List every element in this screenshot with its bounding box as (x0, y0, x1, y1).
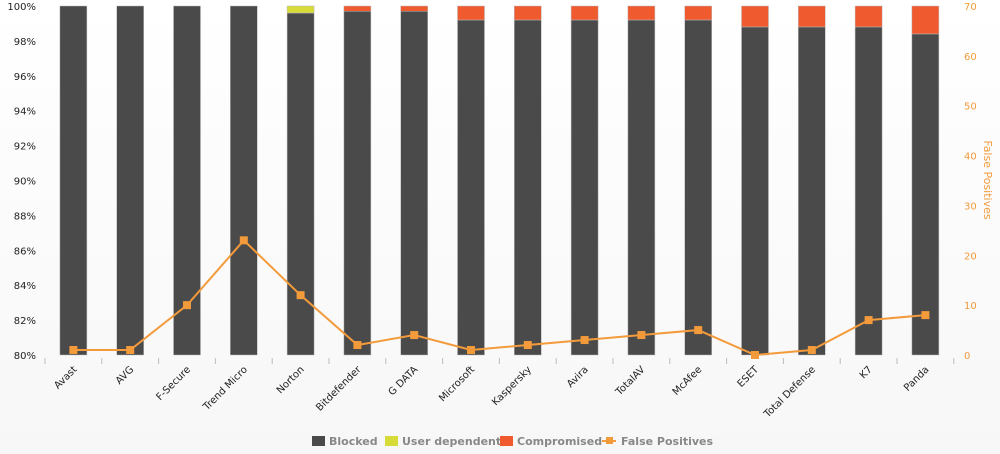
compromised-segment[interactable] (514, 5, 542, 21)
false-positives-marker[interactable] (69, 346, 78, 355)
left-axis-tick: 88% (14, 211, 36, 222)
bar-avast[interactable] (59, 5, 88, 356)
bar-k7[interactable] (854, 5, 883, 356)
left-axis-tick: 98% (14, 37, 36, 48)
false-positives-marker[interactable] (523, 341, 532, 350)
right-axis-tick: 30 (964, 201, 977, 212)
false-positives-marker[interactable] (410, 331, 419, 340)
blocked-segment[interactable] (230, 5, 258, 356)
bar-total-defense[interactable] (798, 5, 826, 356)
swatch-icon (500, 436, 513, 446)
blocked-segment[interactable] (59, 5, 88, 356)
bar-mcafee[interactable] (684, 5, 712, 356)
bar-g-data[interactable] (400, 5, 428, 356)
legend-item-false-positives[interactable]: False Positives (602, 435, 713, 448)
right-axis-tick: 50 (964, 102, 977, 113)
left-axis-tick: 100% (7, 2, 36, 13)
false-positives-marker[interactable] (807, 346, 816, 355)
bar-bitdefender[interactable] (343, 5, 372, 356)
right-axis: 0 10 20 30 40 50 60 70 (964, 2, 977, 362)
legend-label: False Positives (621, 435, 713, 448)
right-axis-tick: 60 (964, 52, 977, 63)
left-axis-tick: 82% (14, 316, 36, 327)
compromised-segment[interactable] (741, 5, 769, 28)
compromised-segment[interactable] (854, 5, 883, 28)
swatch-icon (312, 436, 325, 446)
compromised-segment[interactable] (343, 5, 372, 12)
blocked-segment[interactable] (514, 19, 542, 356)
legend-item-user-dependent[interactable]: User dependent (385, 435, 501, 448)
bar-f-secure[interactable] (173, 5, 201, 356)
legend-item-compromised[interactable]: Compromised (500, 435, 602, 448)
blocked-segment[interactable] (684, 19, 712, 356)
blocked-segment[interactable] (798, 26, 826, 356)
bars (59, 5, 940, 356)
right-axis-title: False Positives (981, 140, 994, 220)
false-positives-marker[interactable] (637, 331, 646, 340)
false-positives-marker[interactable] (183, 301, 191, 310)
false-positives-marker[interactable] (921, 311, 930, 320)
false-positives-path (73, 238, 926, 357)
compromised-segment[interactable] (570, 5, 599, 21)
blocked-segment[interactable] (854, 26, 883, 356)
right-axis-tick: 10 (964, 301, 977, 312)
bar-kaspersky[interactable] (514, 5, 542, 356)
false-positives-marker[interactable] (239, 236, 248, 245)
blocked-segment[interactable] (457, 19, 485, 356)
false-positives-marker[interactable] (353, 341, 362, 350)
false-positives-marker[interactable] (467, 346, 475, 355)
legend-label: Compromised (517, 435, 602, 448)
bar-eset[interactable] (741, 5, 769, 356)
blocked-segment[interactable] (741, 26, 769, 356)
blocked-segment[interactable] (911, 33, 940, 356)
left-axis-tick: 80% (14, 351, 36, 362)
compromised-segment[interactable] (798, 5, 826, 28)
false-positives-marker[interactable] (580, 336, 589, 345)
legend-label: Blocked (329, 435, 378, 448)
left-axis: 80% 82% 84% 86% 88% 90% 92% 94% 96% 98% 100% (7, 2, 36, 362)
blocked-segment[interactable] (343, 10, 372, 356)
blocked-segment[interactable] (570, 19, 599, 356)
left-axis-tick: 90% (14, 177, 36, 188)
legend-item-blocked[interactable]: Blocked (312, 435, 378, 448)
false-positives-marker[interactable] (751, 351, 759, 359)
bar-trend-micro[interactable] (230, 5, 258, 356)
left-axis-tick: 96% (14, 72, 36, 83)
blocked-segment[interactable] (173, 5, 201, 356)
bar-panda[interactable] (911, 5, 940, 356)
blocked-segment[interactable] (627, 19, 656, 356)
left-axis-tick: 94% (14, 107, 36, 118)
blocked-segment[interactable] (116, 5, 144, 356)
legend-label: User dependent (402, 435, 501, 448)
left-axis-tick: 86% (14, 246, 36, 257)
left-axis-tick: 84% (14, 281, 36, 292)
right-axis-tick: 0 (964, 351, 970, 362)
bar-avira[interactable] (570, 5, 599, 356)
bar-totalav[interactable] (627, 5, 656, 356)
false-positives-marker[interactable] (126, 346, 135, 355)
swatch-icon (385, 436, 398, 446)
blocked-segment[interactable] (400, 10, 428, 356)
compromised-segment[interactable] (911, 5, 940, 35)
right-axis-tick: 20 (964, 251, 977, 262)
compromised-segment[interactable] (400, 5, 428, 12)
compromised-segment[interactable] (684, 5, 712, 21)
user-dependent-segment[interactable] (286, 5, 315, 14)
bar-avg[interactable] (116, 5, 144, 356)
marker-swatch-icon (606, 437, 613, 444)
false-positives-marker[interactable] (694, 326, 703, 335)
left-axis-tick: 92% (14, 142, 36, 153)
legend: Blocked User dependent Compromised False Po… (312, 435, 713, 448)
false-positives-marker[interactable] (864, 316, 873, 325)
compromised-segment[interactable] (457, 5, 485, 21)
compromised-segment[interactable] (627, 5, 656, 21)
false-positives-line (69, 236, 930, 359)
false-positives-marker[interactable] (296, 291, 305, 300)
right-axis-tick: 40 (964, 152, 977, 163)
bar-microsoft[interactable] (457, 5, 485, 356)
right-axis-tick: 70 (964, 2, 977, 13)
